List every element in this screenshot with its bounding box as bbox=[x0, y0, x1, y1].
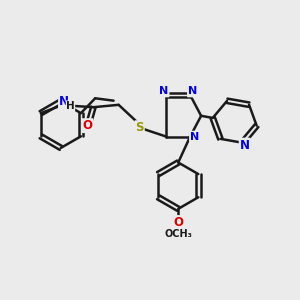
Text: H: H bbox=[66, 101, 75, 111]
Text: N: N bbox=[58, 95, 69, 108]
Text: N: N bbox=[188, 86, 197, 96]
Text: O: O bbox=[173, 216, 183, 229]
Text: OCH₃: OCH₃ bbox=[164, 229, 192, 238]
Text: S: S bbox=[135, 121, 144, 134]
Text: N: N bbox=[240, 139, 250, 152]
Text: N: N bbox=[190, 132, 199, 142]
Text: O: O bbox=[82, 119, 92, 132]
Text: N: N bbox=[159, 86, 169, 96]
